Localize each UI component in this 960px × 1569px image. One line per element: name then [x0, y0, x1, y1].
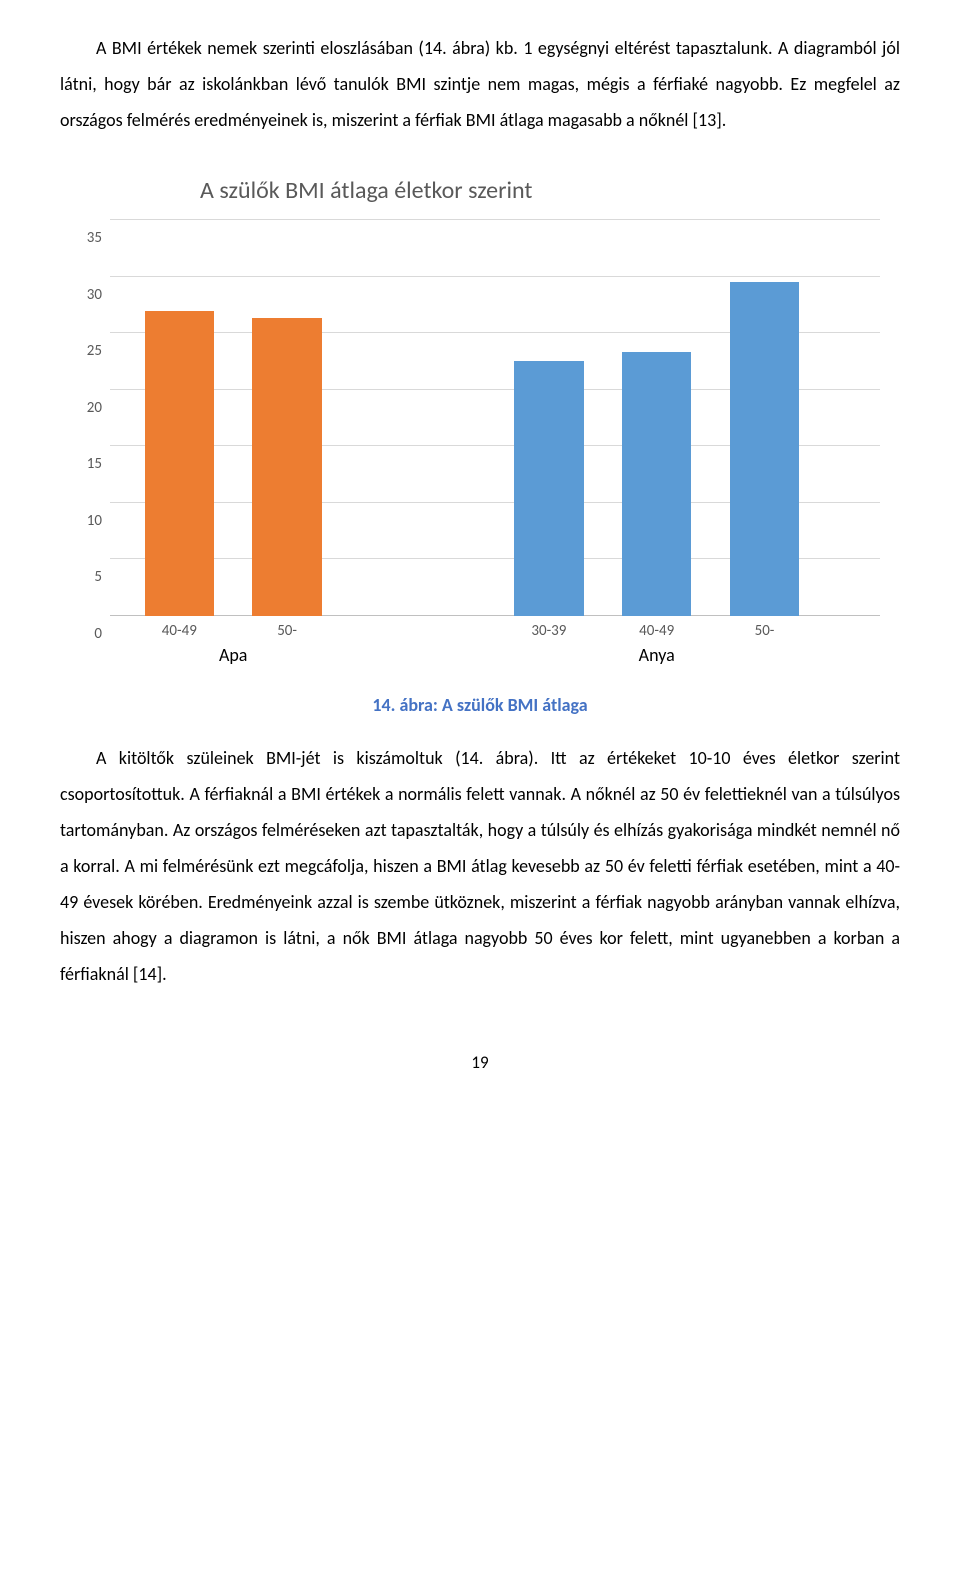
caption-text: A szülők BMI átlaga: [438, 694, 588, 716]
y-tick-label: 25: [72, 342, 102, 360]
chart-bar: [730, 282, 799, 616]
x-tick-label: 50-: [755, 622, 775, 640]
x-group-label: Apa: [219, 644, 248, 666]
x-tick-label: 40-49: [639, 622, 674, 640]
page-number: 19: [60, 1052, 900, 1073]
y-tick-label: 35: [72, 229, 102, 247]
chart-bar: [252, 318, 321, 616]
x-group-label: Anya: [639, 644, 675, 666]
caption-number: 14. ábra:: [372, 694, 438, 716]
chart-title: A szülők BMI átlaga életkor szerint: [200, 176, 532, 205]
chart-caption: 14. ábra: A szülők BMI átlaga: [60, 694, 900, 716]
chart-bar: [622, 352, 691, 616]
x-tick-label: 30-39: [531, 622, 566, 640]
gridline: [110, 276, 880, 277]
y-tick-label: 30: [72, 286, 102, 304]
y-tick-label: 5: [72, 568, 102, 586]
x-tick-label: 40-49: [162, 622, 197, 640]
chart-plot-area: [110, 220, 880, 616]
x-tick-label: 50-: [277, 622, 297, 640]
chart-bar: [514, 361, 583, 616]
y-tick-label: 15: [72, 455, 102, 473]
y-tick-label: 20: [72, 399, 102, 417]
paragraph-2: A kitöltők szüleinek BMI-jét is kiszámol…: [60, 740, 900, 992]
gridline: [110, 219, 880, 220]
y-tick-label: 10: [72, 512, 102, 530]
bmi-chart: A szülők BMI átlaga életkor szerint 0 5 10…: [60, 166, 900, 686]
chart-bar: [145, 311, 214, 616]
y-tick-label: 0: [72, 625, 102, 643]
paragraph-1: A BMI értékek nemek szerinti eloszlásába…: [60, 30, 900, 138]
